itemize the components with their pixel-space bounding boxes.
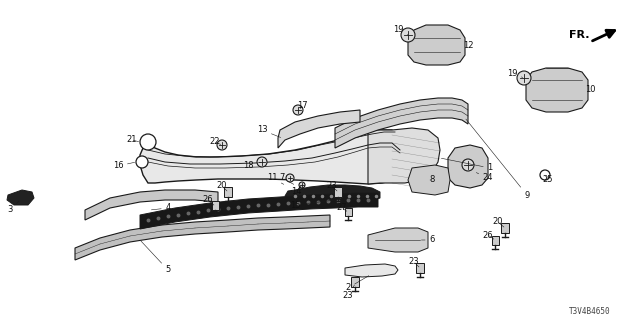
Circle shape — [217, 140, 227, 150]
Polygon shape — [140, 193, 378, 229]
Text: 18: 18 — [243, 161, 260, 170]
Text: 21: 21 — [127, 135, 139, 145]
Bar — [224, 187, 232, 197]
Text: 20: 20 — [217, 181, 227, 191]
Bar — [334, 187, 342, 197]
Text: 13: 13 — [257, 125, 281, 138]
Text: 9: 9 — [466, 119, 530, 199]
Polygon shape — [345, 264, 398, 277]
Text: 1: 1 — [442, 158, 493, 172]
Text: 27: 27 — [337, 204, 348, 212]
Text: 4: 4 — [152, 204, 171, 212]
Circle shape — [140, 134, 156, 150]
Circle shape — [540, 170, 550, 180]
Text: 23: 23 — [409, 258, 419, 267]
Polygon shape — [75, 215, 330, 260]
Text: 3: 3 — [7, 201, 19, 214]
Circle shape — [257, 157, 267, 167]
Bar — [211, 201, 218, 210]
Circle shape — [401, 28, 415, 42]
Text: 22: 22 — [210, 138, 221, 147]
Text: 26: 26 — [203, 196, 214, 205]
Text: 16: 16 — [113, 162, 134, 171]
Polygon shape — [408, 25, 465, 65]
Polygon shape — [526, 68, 588, 112]
Bar — [416, 263, 424, 273]
Polygon shape — [7, 190, 34, 205]
Text: 20: 20 — [493, 218, 504, 227]
Polygon shape — [285, 185, 380, 204]
Text: 26: 26 — [483, 230, 494, 239]
Text: 5: 5 — [141, 241, 171, 275]
Polygon shape — [408, 165, 450, 195]
Circle shape — [299, 182, 305, 188]
Bar — [351, 277, 359, 287]
Polygon shape — [278, 110, 360, 148]
Polygon shape — [368, 228, 428, 252]
Bar — [344, 208, 351, 216]
Circle shape — [136, 156, 148, 168]
Text: 17: 17 — [297, 100, 307, 109]
Bar — [501, 223, 509, 233]
Text: 12: 12 — [463, 41, 473, 50]
Text: 2: 2 — [346, 276, 369, 292]
Text: T3V4B4650: T3V4B4650 — [569, 308, 611, 316]
Text: 19: 19 — [393, 26, 408, 35]
Circle shape — [286, 174, 294, 182]
Polygon shape — [140, 130, 412, 184]
Polygon shape — [448, 145, 488, 188]
Text: FR.: FR. — [570, 30, 590, 40]
Polygon shape — [368, 128, 440, 184]
Polygon shape — [85, 190, 218, 220]
Text: 19: 19 — [507, 68, 523, 77]
Text: 8: 8 — [429, 175, 435, 185]
Text: 15: 15 — [290, 200, 333, 210]
Circle shape — [293, 105, 303, 115]
Text: 25: 25 — [543, 175, 553, 185]
Text: 11: 11 — [267, 173, 284, 184]
Text: 23: 23 — [342, 285, 355, 300]
Text: 14: 14 — [291, 186, 301, 196]
Circle shape — [462, 159, 474, 171]
Polygon shape — [335, 98, 468, 148]
Text: 10: 10 — [585, 85, 595, 94]
Text: 7: 7 — [279, 173, 294, 184]
Text: 24: 24 — [476, 172, 493, 182]
Bar — [492, 236, 499, 244]
Text: 6: 6 — [421, 236, 435, 244]
Circle shape — [517, 71, 531, 85]
Text: 23: 23 — [326, 181, 337, 191]
